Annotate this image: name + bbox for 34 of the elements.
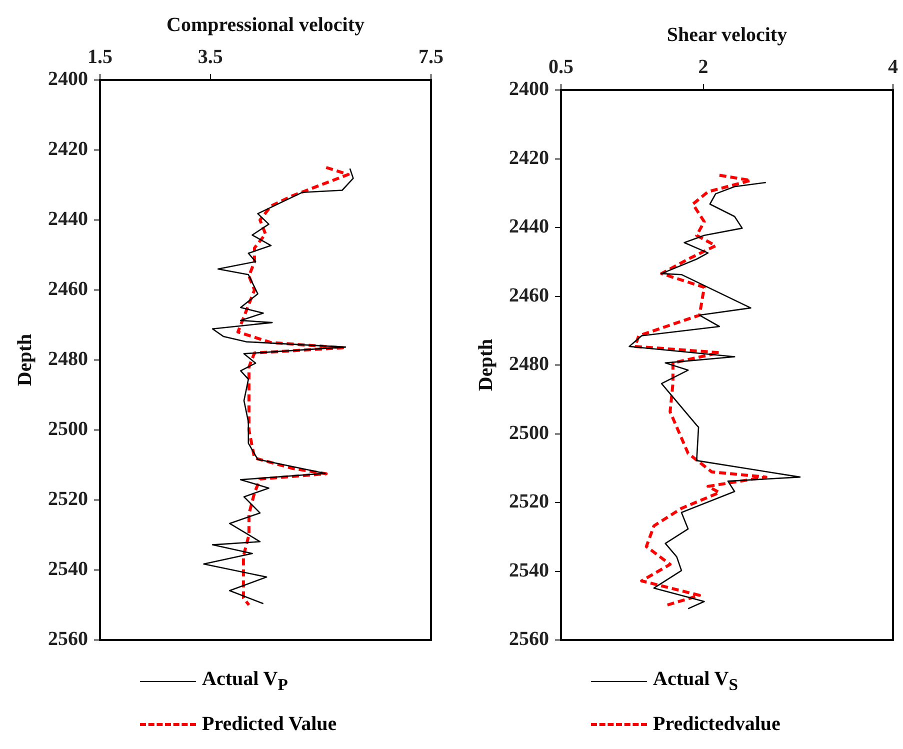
line-series	[236, 166, 350, 606]
y-tick-label: 2480	[48, 348, 88, 370]
y-axis-title: Depth	[14, 334, 36, 386]
y-tick-label: 2400	[48, 68, 88, 90]
legend-label: Actual V$_{P}$	[202, 668, 288, 695]
y-tick-label: 2440	[48, 208, 88, 230]
y-tick-label: 2420	[509, 146, 549, 169]
line-series	[633, 174, 768, 608]
y-tick-label: 2520	[509, 490, 549, 513]
y-tick-label: 2460	[48, 278, 88, 300]
y-tick-label: 2440	[509, 216, 549, 238]
legend-label: Predicted Value	[202, 713, 337, 736]
x-tick-label: 1.5	[88, 46, 112, 68]
x-tick-label: 0.5	[548, 56, 574, 78]
x-tick-label: 3.5	[198, 46, 223, 68]
x-axis-title: Shear velocity	[666, 24, 788, 46]
x-tick-label: 4	[888, 56, 898, 78]
y-tick-label: 2480	[509, 353, 549, 376]
x-axis-title: Compressional velocity	[166, 14, 364, 36]
y-tick-label: 2560	[509, 628, 549, 650]
y-axis-title: Depth	[475, 338, 498, 392]
y-tick-label: 2560	[48, 628, 88, 650]
y-tick-label: 2420	[48, 138, 88, 160]
y-tick-label: 2520	[48, 488, 88, 510]
legend-label: Predictedvalue	[653, 713, 780, 736]
y-tick-label: 2540	[509, 559, 549, 582]
y-tick-label: 2500	[48, 418, 88, 440]
x-tick-label: 7.5	[418, 46, 444, 68]
y-tick-label: 2500	[509, 422, 549, 444]
y-tick-label: 2400	[509, 78, 549, 100]
y-tick-label: 2540	[48, 558, 88, 580]
y-tick-label: 2460	[509, 284, 549, 306]
x-tick-label: 2	[698, 56, 708, 78]
legend-label: Actual V$_{S}$	[653, 668, 738, 695]
